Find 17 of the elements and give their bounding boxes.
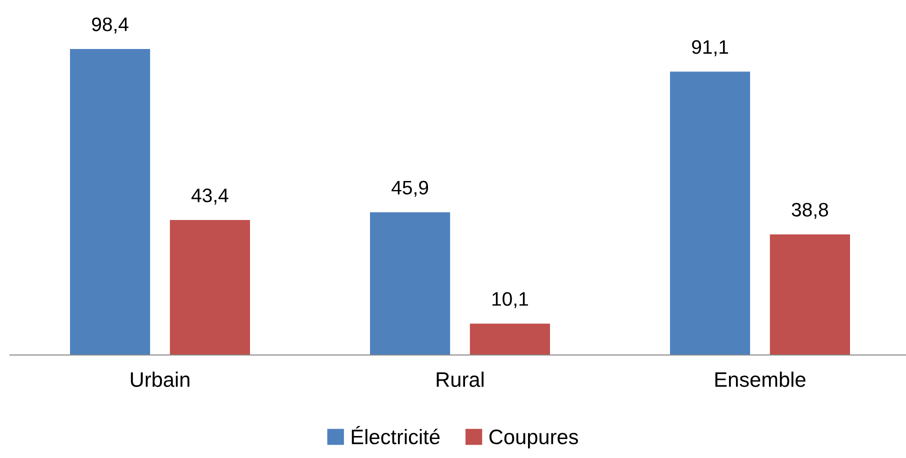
x-tick-label: Ensemble: [715, 372, 806, 387]
x-tick-label: Rural: [436, 372, 484, 387]
data-label: 45,9: [392, 180, 428, 197]
legend-label: Coupures: [489, 430, 578, 448]
legend-label: Électricité: [352, 426, 440, 444]
bar: [170, 220, 250, 355]
bar: [70, 48, 150, 355]
data-label: 98,4: [92, 17, 128, 34]
x-tick-label: Urbain: [130, 372, 190, 387]
bar: [470, 324, 550, 355]
bar: [370, 212, 450, 355]
data-label: 43,4: [191, 188, 228, 205]
bar: [670, 72, 750, 355]
bar: [770, 234, 850, 355]
data-label: 38,8: [792, 202, 828, 219]
data-label: 91,1: [692, 40, 728, 56]
data-label: 10,1: [492, 292, 528, 308]
